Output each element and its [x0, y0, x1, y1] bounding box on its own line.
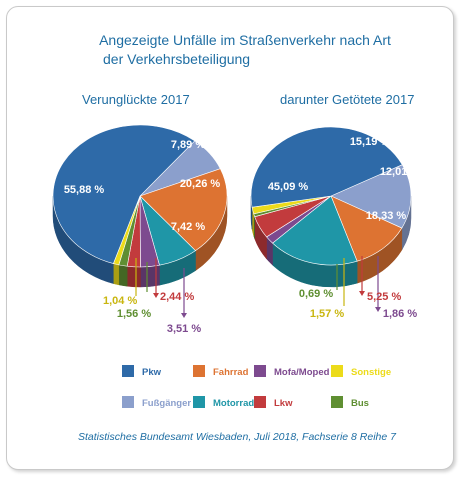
- legend-item-fahrrad: Fahrrad: [193, 365, 249, 378]
- pie-charts: 7,89 % 20,26 % 7,42 % 3,51 % 2,44 % 1,56 %1,0…: [52, 124, 421, 335]
- slice-side-mofa-moped: [140, 264, 160, 288]
- data-label-sonstige: 1,57 %: [310, 308, 344, 320]
- data-label-motorrad: 7,42 %: [171, 221, 205, 233]
- legend-swatch-fussgaenger: [122, 396, 134, 408]
- slice-side-sonstige: [113, 263, 120, 286]
- data-label-mofa-moped: 3,51 %: [167, 323, 201, 335]
- chart-title-line-2: der Verkehrsbeteiligung: [103, 51, 250, 67]
- slice-side-bus: [118, 264, 128, 287]
- data-label-sonstige: 1,04 %: [103, 295, 137, 307]
- data-label-lkw: 5,25 %: [367, 291, 401, 303]
- pie-right: 15,19 % 12,01 % 18,33 % 1,86 % 5,25 % 0,69 % 1…: [250, 126, 421, 320]
- legend-item-bus: Bus: [331, 396, 369, 409]
- pie-title-right: darunter Getötete 2017: [280, 92, 414, 107]
- legend-item-mofa-moped: Mofa/Moped: [254, 365, 330, 378]
- slice-fahrrad: [330, 195, 403, 262]
- data-label-lkw: 2,44 %: [160, 291, 194, 303]
- slice-side-lkw: [126, 265, 141, 288]
- data-label-bus: 0,69 %: [299, 288, 333, 300]
- legend-label-mofa-moped: Mofa/Moped: [274, 367, 330, 378]
- data-label-pkw: 45,09 %: [268, 181, 309, 193]
- legend-swatch-sonstige: [331, 365, 343, 377]
- data-label-pkw: 55,88 %: [64, 184, 105, 196]
- legend-item-motorrad: Motorrad: [193, 396, 254, 409]
- slice-motorrad: [272, 195, 358, 266]
- slice-pkw: [250, 126, 403, 208]
- legend-label-fahrrad: Fahrrad: [213, 367, 249, 378]
- arrow-head-lkw: [359, 291, 365, 296]
- slice-labels: 7,89 % 20,26 % 7,42 % 3,51 % 2,44 % 1,56 %1,0…: [64, 139, 221, 335]
- legend-item-pkw: Pkw: [122, 365, 162, 378]
- legend-label-fussgaenger: Fußgänger: [142, 398, 191, 409]
- data-label-fahrrad: 20,26 %: [180, 178, 221, 190]
- legend-item-sonstige: Sonstige: [331, 365, 391, 378]
- legend-swatch-pkw: [122, 365, 134, 377]
- slice-fussgaenger: [330, 164, 412, 229]
- legend-swatch-motorrad: [193, 396, 205, 408]
- data-label-motorrad: 18,33 %: [366, 210, 407, 222]
- source-note: Statistisches Bundesamt Wiesbaden, Juli …: [78, 431, 397, 443]
- slice-labels: 15,19 % 12,01 % 18,33 % 1,86 % 5,25 % 0,69 % 1…: [268, 136, 421, 320]
- legend-label-bus: Bus: [351, 398, 369, 409]
- data-label-bus: 1,56 %: [117, 308, 151, 320]
- legend-label-motorrad: Motorrad: [213, 398, 254, 409]
- legend-label-lkw: Lkw: [274, 398, 293, 409]
- legend-swatch-fahrrad: [193, 365, 205, 377]
- data-label-fussgaenger: 15,19 %: [350, 136, 391, 148]
- data-label-fahrrad: 12,01 %: [380, 166, 421, 178]
- slice-fahrrad: [139, 168, 228, 252]
- slice-pkw: [52, 124, 196, 264]
- legend-label-pkw: Pkw: [142, 367, 162, 378]
- pie-side-walls: [250, 195, 412, 288]
- legend-label-sonstige: Sonstige: [351, 367, 391, 378]
- pie-left: 7,89 % 20,26 % 7,42 % 3,51 % 2,44 % 1,56 %1,0…: [52, 124, 228, 335]
- pie-side-walls: [52, 195, 228, 288]
- data-label-fussgaenger: 7,89 %: [171, 139, 205, 151]
- legend-swatch-mofa-moped: [254, 365, 266, 377]
- arrow-head-lkw: [153, 293, 159, 298]
- legend: Pkw Fahrrad Mofa/Moped Sonstige Fußgänger Mot…: [122, 365, 391, 409]
- legend-item-lkw: Lkw: [254, 396, 293, 409]
- pie-title-left: Verunglückte 2017: [82, 92, 190, 107]
- arrow-head-mofa-moped: [375, 307, 381, 312]
- legend-item-fussgaenger: Fußgänger: [122, 396, 191, 409]
- legend-swatch-bus: [331, 396, 343, 408]
- chart-title-line-1: Angezeigte Unfälle im Straßenverkehr nac…: [99, 32, 391, 48]
- arrow-head-mofa-moped: [181, 313, 187, 318]
- data-label-mofa-moped: 1,86 %: [383, 308, 417, 320]
- legend-swatch-lkw: [254, 396, 266, 408]
